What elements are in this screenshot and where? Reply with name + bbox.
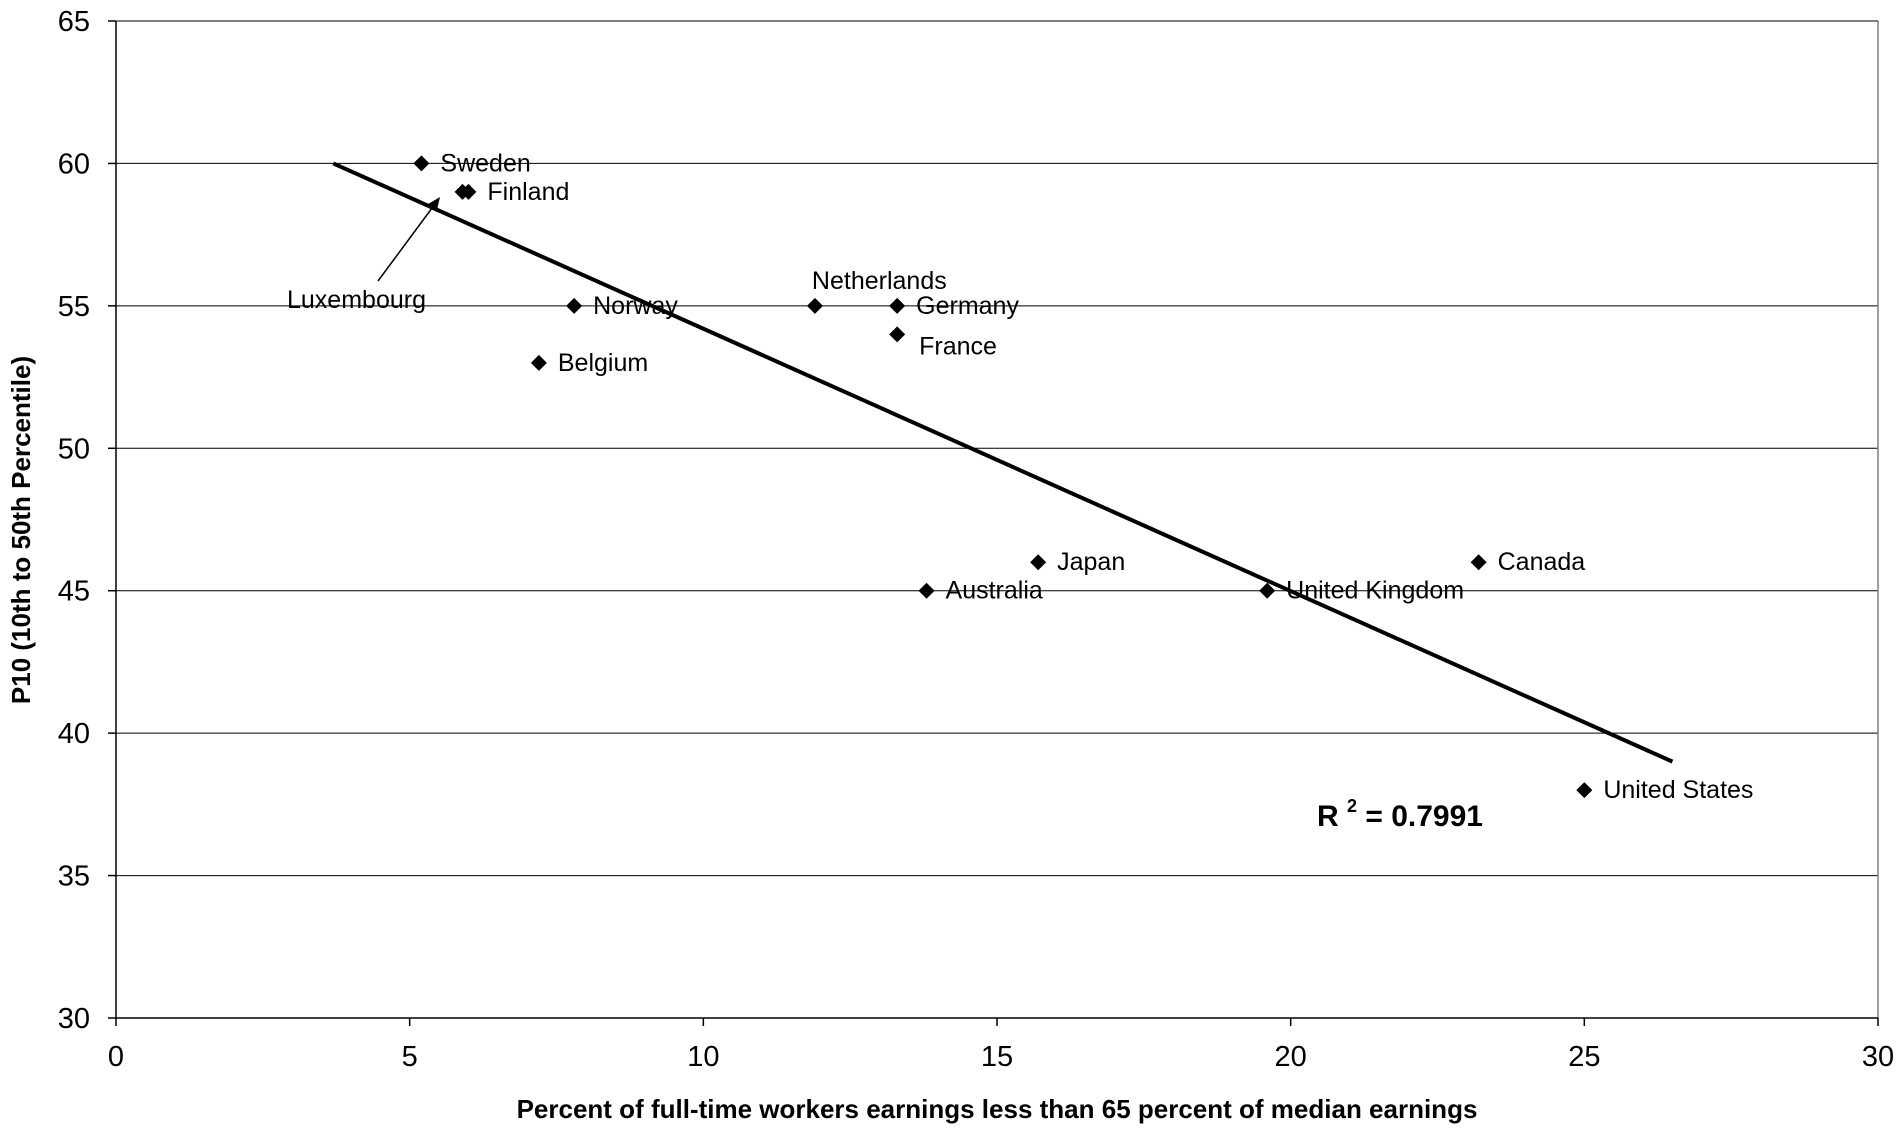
tick-labels: 30 35 40 45 50 55 60 65 0 5 10 15 20 25 30 bbox=[58, 6, 1894, 1073]
x-tick-label: 0 bbox=[108, 1041, 124, 1073]
data-points bbox=[413, 155, 1593, 799]
x-tick-label: 5 bbox=[402, 1041, 418, 1073]
x-axis-title: Percent of full-time workers earnings le… bbox=[517, 1094, 1478, 1124]
data-point bbox=[413, 155, 430, 172]
gridlines bbox=[116, 20, 1878, 877]
point-label: Sweden bbox=[440, 149, 530, 177]
y-tick-label: 60 bbox=[58, 148, 90, 180]
y-tick-label: 55 bbox=[58, 291, 90, 323]
y-tick-label: 30 bbox=[58, 1003, 90, 1035]
data-point bbox=[889, 297, 906, 314]
point-label: Luxembourg bbox=[287, 286, 426, 314]
x-tick-label: 25 bbox=[1568, 1041, 1600, 1073]
data-point bbox=[1030, 554, 1047, 571]
data-point bbox=[918, 582, 935, 599]
y-axis-title: P10 (10th to 50th Percentile) bbox=[6, 356, 36, 704]
y-tick-label: 65 bbox=[58, 6, 90, 38]
y-tick-label: 35 bbox=[58, 861, 90, 893]
r-squared-label: R 2 = 0.7991 bbox=[1317, 786, 1483, 833]
annotation-arrowhead bbox=[426, 197, 440, 212]
point-label: Australia bbox=[946, 577, 1043, 605]
point-label: United States bbox=[1603, 776, 1753, 804]
point-label: Norway bbox=[593, 292, 678, 320]
y-tick-label: 45 bbox=[58, 576, 90, 608]
y-tick-label: 40 bbox=[58, 718, 90, 750]
data-point bbox=[1259, 582, 1276, 599]
point-label: Netherlands bbox=[812, 267, 947, 295]
r-squared-exponent: 2 bbox=[1347, 796, 1357, 816]
point-label: Germany bbox=[916, 292, 1019, 320]
r-squared-value: = 0.7991 bbox=[1365, 800, 1483, 833]
data-point bbox=[806, 297, 823, 314]
x-tick-label: 30 bbox=[1862, 1041, 1894, 1073]
point-label: Finland bbox=[487, 178, 569, 206]
data-point bbox=[889, 326, 906, 343]
r-squared-prefix: R bbox=[1317, 800, 1339, 833]
annotation-arrow bbox=[377, 203, 436, 282]
trendline-group bbox=[332, 161, 1674, 764]
point-label: Belgium bbox=[558, 349, 648, 377]
point-label: Japan bbox=[1057, 548, 1125, 576]
x-tick-label: 20 bbox=[1275, 1041, 1307, 1073]
x-tick-label: 15 bbox=[981, 1041, 1013, 1073]
y-tick-label: 50 bbox=[58, 433, 90, 465]
axes bbox=[108, 20, 1879, 1026]
data-point bbox=[566, 297, 583, 314]
data-point bbox=[530, 354, 547, 371]
trendline bbox=[332, 161, 1674, 764]
data-point bbox=[454, 183, 471, 200]
point-label: France bbox=[919, 332, 997, 360]
point-label: United Kingdom bbox=[1286, 577, 1464, 605]
point-label: Canada bbox=[1498, 548, 1586, 576]
data-point bbox=[1470, 554, 1487, 571]
x-tick-label: 10 bbox=[687, 1041, 719, 1073]
data-point bbox=[1576, 782, 1593, 799]
